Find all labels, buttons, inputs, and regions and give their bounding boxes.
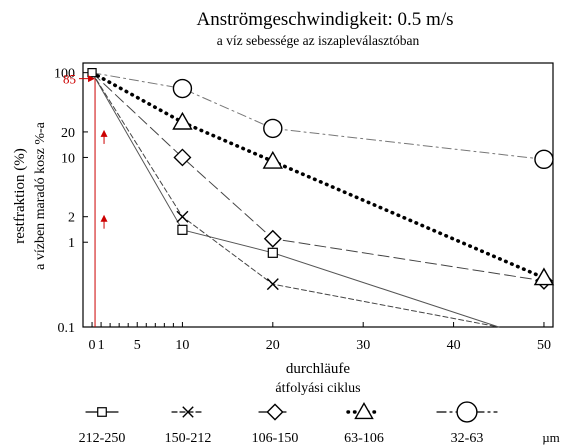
series-line-150-212 (91, 72, 500, 328)
marker-square (87, 68, 97, 78)
y-axis-label-secondary: a vízben maradó kosz %-a (33, 121, 48, 269)
y-axis-label: restfraktion (%) (12, 148, 28, 243)
x-tick-label: 10 (175, 338, 189, 353)
marker-x (182, 406, 194, 418)
x-tick-label: 20 (266, 338, 280, 353)
y-tick-label: 0.1 (58, 321, 76, 336)
marker-square (97, 407, 107, 417)
marker-circle (534, 149, 554, 170)
series-line-212-250 (91, 72, 500, 328)
marker-circle (263, 118, 283, 139)
marker-triangle (172, 111, 193, 130)
legend-label-150-212: 150-212 (165, 431, 212, 446)
series-line-106-150 (91, 72, 545, 282)
legend-label-32-63: 32-63 (451, 431, 484, 446)
annotation-label: 85 (63, 72, 76, 87)
marker-square (267, 247, 278, 258)
x-tick-label: 30 (356, 338, 370, 353)
marker-triangle (354, 402, 374, 420)
annotation-arrowhead (88, 75, 96, 83)
marker-circle (172, 78, 193, 99)
x-tick-label: 5 (134, 338, 141, 353)
chart-subtitle: a víz sebessége az iszapleválasztóban (217, 33, 420, 48)
marker-circle (456, 401, 478, 423)
series-line-32-63 (91, 72, 545, 160)
legend-label-212-250: 212-250 (79, 431, 126, 446)
y-tick-label: 20 (61, 126, 75, 141)
marker-diamond (173, 148, 192, 167)
x-axis-label-secondary: átfolyási ciklus (275, 381, 360, 396)
marker-diamond (263, 229, 282, 248)
legend: 212-250 150-212 106-150 63-106 32-63 (79, 401, 498, 446)
chart-title: Anströmgeschwindigkeit: 0.5 m/s (196, 9, 453, 30)
x-tick-label: 50 (537, 338, 551, 353)
marker-diamond (266, 403, 284, 421)
marker-triangle (262, 150, 284, 169)
y-tick-label: 2 (68, 211, 75, 226)
plot-frame (82, 62, 554, 328)
x-tick-label: 1 (98, 338, 105, 353)
y-tick-label: 10 (61, 151, 75, 166)
annotation-up-arrowhead (100, 214, 108, 222)
x-tick-label: 0 (89, 338, 96, 353)
marker-square (177, 224, 188, 235)
marker-x (176, 210, 189, 223)
marker-triangle (533, 267, 555, 286)
y-tick-label: 1 (68, 236, 75, 251)
x-axis-label: durchläufe (286, 361, 350, 377)
legend-unit: µm (542, 430, 560, 445)
series-line-63-106 (90, 70, 546, 280)
y-tick-label: 100 (54, 67, 75, 82)
x-tick-label: 40 (447, 338, 461, 353)
legend-label-106-150: 106-150 (252, 431, 299, 446)
annotation-up-arrowhead (100, 129, 108, 137)
marker-x (266, 278, 279, 291)
legend-label-63-106: 63-106 (344, 431, 384, 446)
